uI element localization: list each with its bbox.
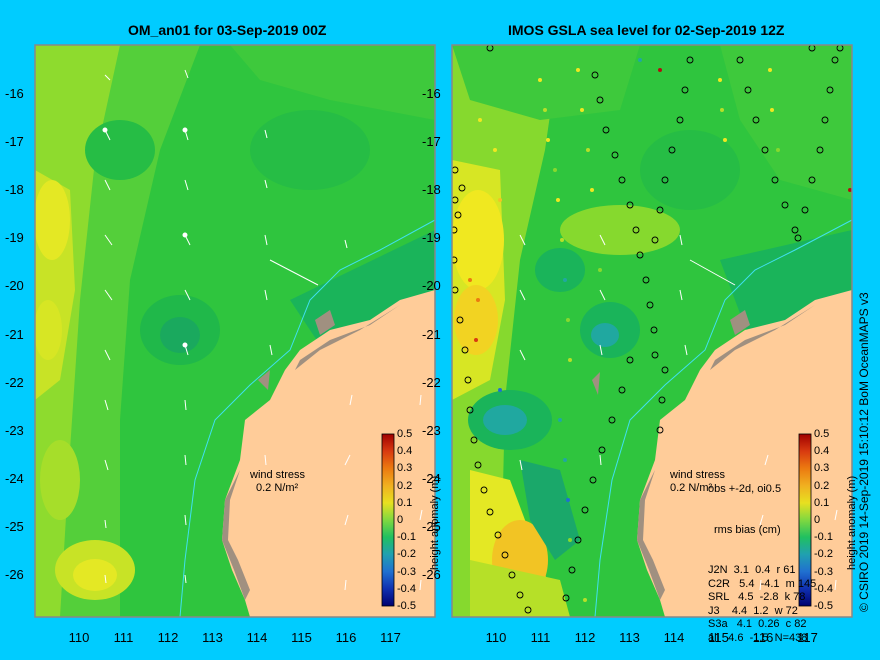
left-colorbar (381, 433, 395, 607)
colorbar-tick-label: 0 (814, 514, 821, 526)
lon-tick-label: 116 (335, 630, 357, 645)
colorbar-tick-label: 0 (397, 514, 404, 526)
left-panel-title: OM_an01 for 03-Sep-2019 00Z (128, 22, 327, 38)
colorbar-tick-label: 0.4 (397, 445, 413, 458)
right-wind-label: wind stress (670, 469, 726, 481)
lon-tick-label: 114 (663, 630, 685, 645)
stats-header-1: obs +-2d, oi0.5 (708, 483, 782, 495)
lon-tick-label: 110 (68, 630, 90, 645)
lon-tick-label: 117 (797, 630, 818, 645)
lat-tick-label: -22 (5, 374, 24, 390)
colorbar-tick-label: 0.2 (397, 479, 413, 492)
left-wind-scale: 0.2 N/m² (256, 482, 299, 494)
lon-tick-label: 110 (485, 630, 507, 645)
lat-tick-label: -19 (5, 230, 24, 246)
right-wind-scale: 0.2 N/m² (670, 482, 713, 494)
colorbar-tick-label: -0.5 (397, 600, 416, 612)
lat-tick-label: -23 (422, 422, 441, 438)
right-map-frame (451, 44, 853, 618)
lat-tick-label: -20 (5, 278, 24, 294)
lon-tick-label: 113 (619, 630, 640, 645)
colorbar-tick-label: 0.1 (397, 496, 413, 509)
colorbar-tick-label: 0.3 (814, 462, 830, 475)
right-map (452, 45, 852, 617)
right-colorbar (798, 433, 812, 607)
lat-tick-label: -25 (422, 518, 441, 534)
colorbar-tick-label: 0.3 (397, 462, 413, 475)
left-wind-label: wind stress (250, 469, 306, 481)
lat-tick-label: -19 (422, 230, 441, 246)
colorbar-tick-label: 0.4 (814, 445, 830, 458)
lon-tick-label: 112 (157, 630, 179, 645)
stats-rows: J2N 3.1 0.4 r 61 C2R 5.4 -4.1 m 145 SRL 4.… (708, 564, 816, 645)
lat-tick-label: -21 (5, 326, 24, 342)
lat-tick-label: -16 (422, 86, 441, 101)
right-wind-legend: wind stress 0.2 N/m² (670, 469, 725, 495)
lat-tick-label: -25 (5, 518, 24, 534)
stats-header-2: rms bias (cm) (714, 523, 781, 536)
right-panel-title: IMOS GSLA sea level for 02-Sep-2019 12Z (508, 22, 785, 38)
stats-row: C2R 5.4 -4.1 m 145 (708, 577, 817, 590)
colorbar-tick-label: -0.3 (397, 565, 416, 578)
stats-row: SRL 4.5 -2.8 k 78 (708, 591, 806, 603)
lat-tick-label: -26 (422, 567, 441, 582)
colorbar-tick-label: -0.5 (814, 600, 833, 612)
lat-tick-label: -18 (422, 182, 441, 198)
lon-tick-label: 117 (380, 630, 401, 645)
lat-tick-label: -21 (422, 326, 441, 342)
colorbar-tick-label: -0.4 (814, 582, 833, 595)
left-colorbar-title: height anomaly (m) (429, 475, 441, 570)
stats-row: S3a 4.1 0.26 c 82 (708, 618, 807, 630)
lon-tick-label: 112 (574, 630, 596, 645)
lat-tick-label: -24 (5, 470, 24, 486)
colorbar-tick-label: 0.5 (397, 428, 413, 440)
lat-tick-label: -26 (5, 567, 24, 582)
stats-box: obs +-2d, oi0.5 rms bias (cm) J2N 3.1 0.… (708, 456, 816, 659)
lon-tick-label: 113 (202, 630, 223, 645)
colorbar-tick-label: 0.2 (814, 479, 830, 492)
colorbar-tick-label: -0.4 (397, 582, 416, 595)
lon-tick-label: 116 (752, 630, 774, 645)
colorbar-tick-label: -0.2 (397, 548, 416, 561)
lat-tick-label: -20 (422, 278, 441, 294)
colorbar-tick-label: -0.3 (814, 565, 833, 578)
lat-tick-label: -24 (422, 470, 441, 486)
lat-tick-label: -18 (5, 182, 24, 198)
lon-tick-label: 111 (113, 630, 134, 645)
lat-tick-label: -22 (422, 374, 441, 390)
lon-tick-label: 114 (246, 630, 268, 645)
stats-row: J3 4.4 1.2 w 72 (708, 604, 798, 617)
left-map (35, 45, 435, 617)
lon-tick-label: 115 (291, 630, 312, 645)
colorbar-tick-label: -0.1 (397, 531, 416, 544)
credit-line: © CSIRO 2019 14-Sep-2019 15:10:12 BoM Oc… (857, 292, 871, 612)
stats-row: all 4.6 -1.5 N=438 (708, 631, 808, 644)
left-wind-legend: wind stress 0.2 N/m² (250, 469, 305, 495)
colorbar-tick-label: 0.5 (814, 428, 830, 440)
lat-tick-label: -17 (5, 134, 24, 150)
lat-tick-label: -16 (5, 86, 24, 101)
lat-tick-label: -23 (5, 422, 24, 438)
stats-row: J2N 3.1 0.4 r 61 (708, 564, 796, 576)
lon-tick-label: 115 (708, 630, 729, 645)
colorbar-tick-label: -0.1 (814, 531, 833, 544)
colorbar-tick-label: 0.1 (814, 496, 830, 509)
colorbar-tick-label: -0.2 (814, 548, 833, 561)
lat-tick-label: -17 (422, 134, 441, 150)
left-map-frame (34, 44, 436, 618)
lon-tick-label: 111 (530, 630, 551, 645)
